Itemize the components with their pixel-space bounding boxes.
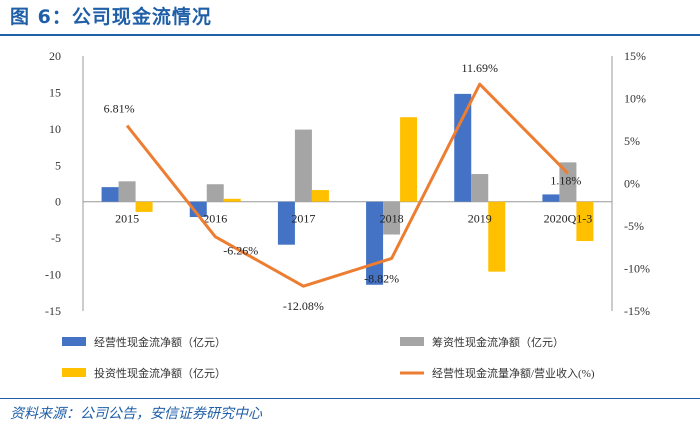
- right-axis-tick-label: -15%: [624, 304, 650, 318]
- bar-series1-2016: [206, 184, 224, 202]
- legend-swatch-0: [62, 337, 86, 346]
- bar-series2-2017: [311, 190, 329, 202]
- bar-series1-2017: [294, 129, 312, 202]
- source-divider: [0, 398, 700, 399]
- legend-label-1: 筹资性现金流净额（亿元）: [432, 335, 564, 349]
- category-label: 2017: [291, 212, 315, 226]
- left-axis-tick-label: 5: [55, 158, 61, 172]
- category-label: 2020Q1-3: [544, 212, 593, 226]
- category-label: 2018: [380, 212, 404, 226]
- ratio-data-label: -12.08%: [283, 299, 324, 313]
- ratio-data-label: 6.81%: [104, 102, 135, 116]
- left-axis-tick-label: -15: [45, 304, 61, 318]
- bar-series2-2016: [223, 198, 241, 202]
- bar-series1-2020Q1-3: [559, 162, 577, 202]
- bar-series1-2015: [118, 181, 136, 202]
- ratio-data-label: -8.82%: [364, 271, 399, 285]
- right-axis-tick-label: -10%: [624, 262, 650, 276]
- bar-series2-2018: [400, 117, 418, 202]
- source-note: 资料来源：公司公告，安信证券研究中心: [10, 406, 262, 422]
- bar-series2-2020Q1-3: [576, 201, 594, 242]
- ratio-line: [125, 82, 569, 288]
- left-axis-tick-label: 15: [49, 85, 61, 99]
- category-label: 2016: [203, 212, 227, 226]
- left-axis-tick-label: -10: [45, 268, 61, 282]
- right-axis-tick-label: 10%: [624, 92, 646, 106]
- right-axis-tick-label: 15%: [624, 49, 646, 63]
- bar-series0-2020Q1-3: [542, 194, 560, 202]
- bar-series0-2019: [454, 93, 472, 202]
- right-axis-tick-label: -5%: [624, 219, 644, 233]
- right-axis-tick-label: 5%: [624, 134, 640, 148]
- title-divider: [0, 34, 700, 36]
- bar-series1-2019: [471, 174, 489, 202]
- bar-series0-2016: [189, 201, 207, 218]
- bar-series2-2019: [488, 201, 506, 272]
- ratio-data-label: -6.26%: [223, 244, 258, 258]
- bar-series1-2018: [383, 201, 401, 235]
- chart-title: 图 6：公司现金流情况: [10, 6, 212, 28]
- category-label: 2015: [115, 212, 139, 226]
- legend-label-2: 投资性现金流净额（亿元）: [94, 366, 226, 380]
- ratio-data-label: 1.18%: [550, 173, 581, 187]
- category-label: 2019: [468, 212, 492, 226]
- bar-series2-2015: [135, 201, 153, 212]
- legend-label-0: 经营性现金流净额（亿元）: [94, 335, 226, 349]
- legend-label-3: 经营性现金流量净额/营业收入(%): [432, 366, 595, 380]
- left-axis-tick-label: -5: [51, 231, 61, 245]
- bar-series0-2017: [277, 201, 295, 245]
- legend-swatch-1: [400, 337, 424, 346]
- left-axis-tick-label: 10: [49, 122, 61, 136]
- bar-series0-2015: [101, 187, 119, 202]
- right-axis-tick-label: 0%: [624, 177, 640, 191]
- ratio-data-label: 11.69%: [461, 61, 498, 75]
- left-axis-tick-label: 0: [55, 195, 61, 209]
- legend-swatch-2: [62, 368, 86, 377]
- chart-canvas: 20151050-5-10-1515%10%5%0%-5%-10%-15%201…: [45, 49, 650, 380]
- left-axis-tick-label: 20: [49, 49, 61, 63]
